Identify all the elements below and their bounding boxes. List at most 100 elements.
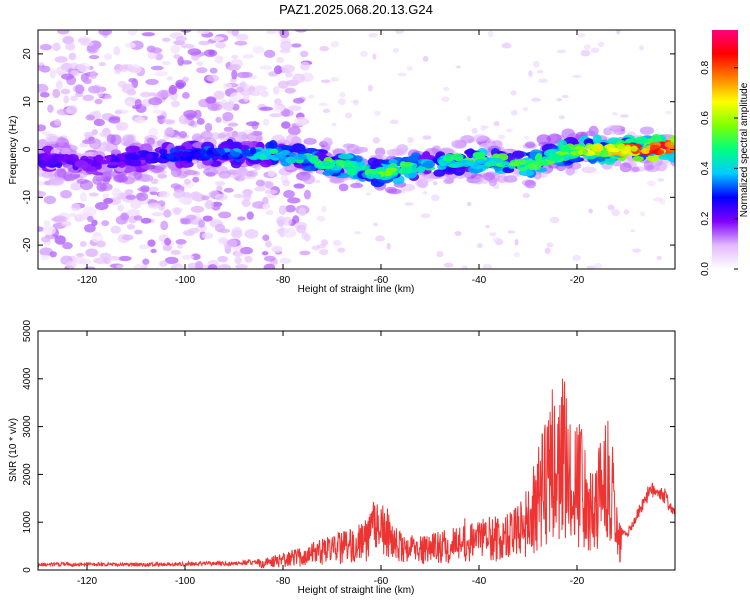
- x-tick-label: -60: [374, 275, 389, 286]
- heatmap-cell: [496, 175, 509, 183]
- heatmap-cell: [119, 64, 129, 72]
- heatmap-cell: [485, 224, 490, 229]
- heatmap-cell: [158, 190, 171, 199]
- heatmap-cell: [82, 206, 97, 217]
- heatmap-cell: [235, 86, 245, 93]
- heatmap-cell: [190, 191, 202, 201]
- heatmap-cell: [54, 235, 66, 245]
- heatmap-cell: [184, 178, 191, 185]
- x-tick-label: -20: [570, 576, 585, 587]
- heatmap-cell: [133, 263, 144, 269]
- heatmap-cell: [101, 220, 110, 227]
- heatmap-cell: [337, 247, 346, 253]
- heatmap-cell: [512, 150, 525, 159]
- heatmap-cell: [241, 71, 253, 78]
- heatmap-cell: [211, 36, 224, 42]
- heatmap-cell: [82, 94, 95, 102]
- heatmap-cell: [392, 48, 399, 53]
- heatmap-cell: [299, 50, 309, 58]
- heatmap-cell: [89, 138, 102, 150]
- heatmap-cell: [335, 159, 346, 166]
- heatmap-cell: [300, 61, 310, 71]
- heatmap-cell: [246, 132, 263, 143]
- heatmap-cell: [350, 182, 364, 189]
- heatmap-cell: [372, 137, 380, 144]
- heatmap-cell: [296, 224, 307, 234]
- heatmap-cell: [145, 153, 154, 159]
- heatmap-cell: [154, 71, 169, 77]
- y-tick-label: 5000: [22, 319, 33, 342]
- heatmap-cell: [173, 189, 186, 199]
- x-tick-label: -120: [77, 576, 97, 587]
- heatmap-cell: [454, 230, 462, 236]
- heatmap-cell: [173, 207, 182, 215]
- heatmap-cell: [192, 176, 200, 183]
- heatmap-cell: [487, 30, 494, 38]
- heatmap-cell: [387, 149, 397, 157]
- heatmap-cell: [193, 152, 202, 159]
- x-tick-label: -80: [276, 275, 291, 286]
- heatmap-cell: [534, 158, 544, 167]
- heatmap-cell: [213, 165, 229, 175]
- heatmap-cell: [133, 169, 142, 180]
- heatmap-cell: [466, 115, 472, 122]
- heatmap-cell: [140, 185, 150, 193]
- heatmap-cell: [263, 263, 276, 269]
- heatmap-cell: [433, 181, 438, 186]
- heatmap-cell: [245, 121, 260, 127]
- heatmap-cell: [262, 203, 270, 210]
- x-tick-label: -120: [77, 275, 97, 286]
- heatmap-cell: [507, 230, 516, 234]
- heatmap-cell: [117, 161, 127, 168]
- heatmap-cell: [631, 166, 640, 172]
- heatmap-cell: [258, 154, 267, 161]
- heatmap-cell: [524, 135, 530, 140]
- y-tick-label: 2000: [22, 463, 33, 486]
- heatmap-cell: [176, 243, 184, 249]
- heatmap-cell: [656, 255, 663, 261]
- heatmap-cell: [214, 193, 228, 201]
- heatmap-cell: [85, 248, 99, 258]
- heatmap-cell: [304, 137, 315, 145]
- heatmap-cell: [607, 204, 615, 211]
- heatmap-cell: [226, 131, 238, 138]
- heatmap-cell: [234, 256, 242, 265]
- heatmap-cell: [430, 194, 440, 202]
- heatmap-cell: [94, 98, 103, 105]
- heatmap-cell: [62, 35, 75, 45]
- heatmap-cell: [65, 42, 76, 51]
- colorbar-tick-label: 0.0: [700, 262, 711, 276]
- heatmap-cell: [96, 182, 107, 192]
- heatmap-cell: [501, 42, 512, 49]
- heatmap-cell: [181, 60, 193, 65]
- heatmap-cell: [308, 94, 314, 99]
- heatmap-cell: [124, 153, 139, 160]
- heatmap-cell: [604, 143, 616, 150]
- heatmap-cell: [107, 161, 120, 166]
- heatmap-cell: [544, 247, 551, 255]
- heatmap-cell: [588, 208, 593, 214]
- heatmap-cell: [472, 151, 486, 159]
- heatmap-cell: [39, 43, 52, 51]
- heatmap-cell: [218, 148, 226, 156]
- heatmap-cell: [164, 256, 179, 265]
- heatmap-cell: [639, 126, 655, 135]
- heatmap-cell: [231, 69, 238, 80]
- heatmap-cell: [233, 193, 244, 199]
- heatmap-cell: [223, 126, 234, 132]
- heatmap-cell: [246, 211, 254, 220]
- heatmap-cell: [556, 97, 562, 102]
- heatmap-cell: [186, 155, 193, 163]
- heatmap-cell: [592, 134, 602, 145]
- heatmap-cell: [624, 144, 632, 152]
- heatmap-cell: [226, 239, 238, 248]
- heatmap-cell: [358, 165, 370, 171]
- heatmap-cell: [187, 227, 200, 234]
- heatmap-cell: [639, 45, 645, 51]
- heatmap-cell: [52, 42, 61, 52]
- heatmap-cell: [231, 30, 239, 37]
- heatmap-cell: [160, 220, 169, 231]
- heatmap-cell: [443, 178, 454, 185]
- heatmap-cell: [103, 197, 114, 205]
- heatmap-cell: [562, 153, 571, 161]
